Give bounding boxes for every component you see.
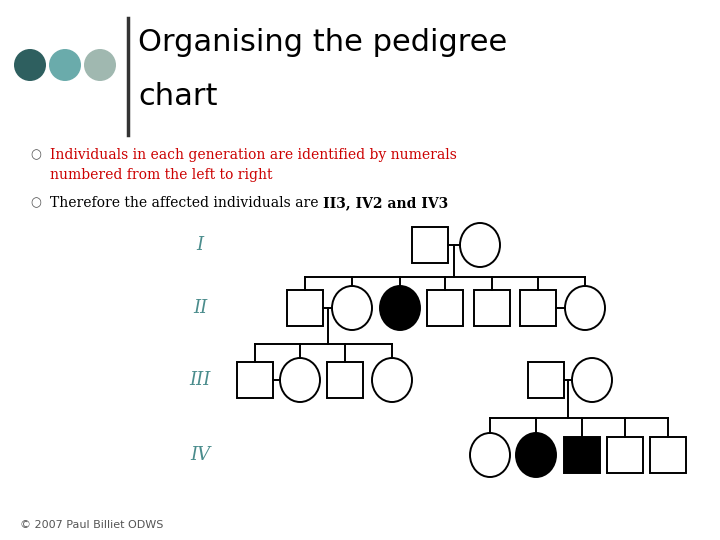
Ellipse shape — [380, 286, 420, 330]
Ellipse shape — [332, 286, 372, 330]
Text: IV: IV — [190, 446, 210, 464]
Text: ○: ○ — [30, 148, 41, 161]
Bar — [564, 437, 600, 473]
Ellipse shape — [280, 358, 320, 402]
Text: II3, IV2 and IV3: II3, IV2 and IV3 — [323, 196, 448, 210]
Ellipse shape — [372, 358, 412, 402]
Text: Individuals in each generation are identified by numerals
numbered from the left: Individuals in each generation are ident… — [50, 148, 457, 181]
Bar — [427, 290, 463, 326]
Ellipse shape — [572, 358, 612, 402]
Text: chart: chart — [138, 82, 217, 111]
Text: Therefore the affected individuals are: Therefore the affected individuals are — [50, 196, 323, 210]
Bar — [237, 362, 273, 398]
Text: III: III — [189, 371, 211, 389]
Ellipse shape — [516, 433, 556, 477]
Bar — [650, 437, 686, 473]
Text: © 2007 Paul Billiet ODWS: © 2007 Paul Billiet ODWS — [20, 520, 163, 530]
Ellipse shape — [460, 223, 500, 267]
Text: II: II — [193, 299, 207, 317]
Bar — [412, 227, 448, 263]
Bar — [528, 362, 564, 398]
Ellipse shape — [49, 49, 81, 81]
Bar — [287, 290, 323, 326]
Text: ○: ○ — [30, 196, 41, 209]
Bar — [520, 290, 556, 326]
Bar — [327, 362, 363, 398]
Ellipse shape — [84, 49, 116, 81]
Ellipse shape — [470, 433, 510, 477]
Ellipse shape — [14, 49, 46, 81]
Text: Organising the pedigree: Organising the pedigree — [138, 28, 508, 57]
Text: I: I — [197, 236, 204, 254]
Ellipse shape — [565, 286, 605, 330]
Bar — [474, 290, 510, 326]
Bar — [607, 437, 643, 473]
